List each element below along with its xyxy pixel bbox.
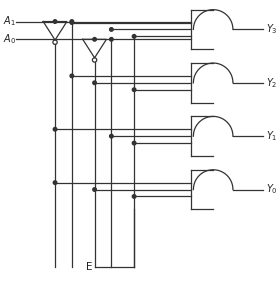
Circle shape [70, 74, 74, 78]
Circle shape [70, 20, 74, 23]
Circle shape [109, 28, 113, 31]
Text: $A_0$: $A_0$ [3, 32, 16, 46]
Text: $Y_2$: $Y_2$ [265, 76, 277, 90]
Circle shape [93, 38, 96, 41]
Circle shape [70, 21, 74, 24]
Text: E: E [86, 262, 93, 272]
Text: $Y_3$: $Y_3$ [265, 22, 277, 36]
Circle shape [132, 141, 136, 145]
Text: $A_1$: $A_1$ [3, 15, 15, 28]
Text: $Y_0$: $Y_0$ [265, 183, 277, 196]
Circle shape [93, 188, 96, 191]
Circle shape [53, 181, 57, 184]
Circle shape [132, 88, 136, 92]
Circle shape [132, 34, 136, 38]
Circle shape [109, 134, 113, 138]
Circle shape [132, 195, 136, 198]
Circle shape [53, 20, 57, 23]
Circle shape [109, 38, 113, 41]
Text: $Y_1$: $Y_1$ [265, 129, 277, 143]
Circle shape [93, 81, 96, 85]
Circle shape [53, 128, 57, 131]
